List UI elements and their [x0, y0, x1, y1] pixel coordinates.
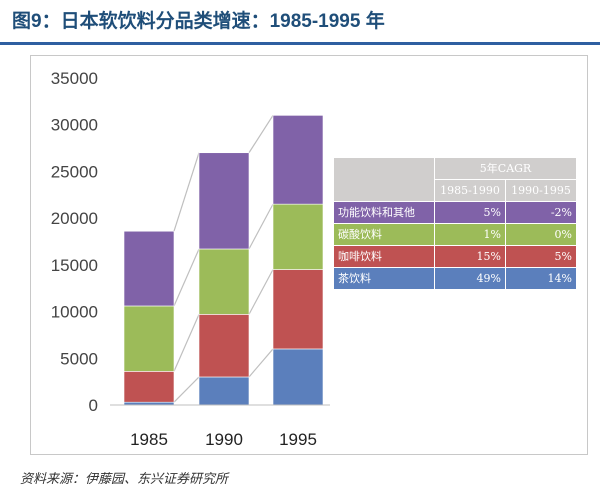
y-tick-label: 5000: [60, 349, 98, 368]
cagr-value: 49%: [434, 267, 506, 290]
cagr-table-header: 5年CAGR: [434, 157, 577, 180]
connector-line: [248, 269, 274, 315]
cagr-period-1: 1985-1990: [434, 179, 506, 202]
bar-segment: [272, 203, 324, 270]
x-category-label: 1985: [130, 430, 168, 449]
connector-line: [173, 152, 200, 232]
bar-segment: [272, 269, 324, 350]
connector-line: [248, 203, 274, 250]
cagr-value: 15%: [434, 245, 506, 268]
cagr-table-corner: [333, 157, 435, 202]
connector-line: [173, 376, 200, 403]
cagr-table: 5年CAGR 1985-1990 1990-1995 功能饮料和其他 5% -2% 碳…: [333, 157, 577, 290]
cagr-row-name: 茶饮料: [333, 267, 435, 290]
chart-title: 图9：日本软饮料分品类增速：1985-1995 年: [12, 11, 385, 32]
x-axis: 1985 1990 1995: [110, 404, 330, 449]
x-category-label: 1995: [279, 430, 317, 449]
bar-segment: [198, 248, 250, 315]
cagr-value: 14%: [505, 267, 577, 290]
cagr-value: 0%: [505, 223, 577, 246]
y-tick-label: 30000: [51, 116, 98, 135]
cagr-table-body: 功能饮料和其他 5% -2% 碳酸饮料 1% 0% 咖啡饮料 15% 5% 茶饮料 49% 14%: [333, 201, 577, 290]
cagr-row-name: 咖啡饮料: [333, 245, 435, 268]
x-category-label: 1990: [205, 430, 243, 449]
cagr-row-name: 碳酸饮料: [333, 223, 435, 246]
connector-line: [248, 348, 274, 378]
cagr-value: 1%: [434, 223, 506, 246]
y-tick-label: 10000: [51, 303, 98, 322]
connector-lines: [173, 115, 274, 403]
bar-segment: [123, 230, 175, 307]
cagr-row: 碳酸饮料 1% 0%: [333, 223, 577, 246]
cagr-value: 5%: [434, 201, 506, 224]
bar-segment: [272, 115, 324, 205]
title-rule: [0, 42, 600, 45]
cagr-value: -2%: [505, 201, 577, 224]
bar-segment: [198, 376, 250, 406]
bar-segment: [123, 371, 175, 403]
bar-segment: [198, 314, 250, 378]
bar-segment: [198, 152, 250, 250]
cagr-row-name: 功能饮料和其他: [333, 201, 435, 224]
source-note: 资料来源：伊藤园、东兴证券研究所: [20, 472, 229, 487]
connector-line: [248, 115, 274, 154]
y-tick-label: 15000: [51, 256, 98, 275]
y-tick-label: 25000: [51, 162, 98, 181]
bars: [123, 115, 324, 406]
cagr-row: 茶饮料 49% 14%: [333, 267, 577, 290]
y-tick-label: 35000: [51, 69, 98, 88]
bar-segment: [123, 305, 175, 372]
bar-segment: [272, 348, 324, 406]
y-tick-label: 0: [89, 396, 98, 415]
cagr-period-2: 1990-1995: [505, 179, 577, 202]
cagr-row: 功能饮料和其他 5% -2%: [333, 201, 577, 224]
connector-line: [173, 314, 200, 372]
y-tick-label: 20000: [51, 209, 98, 228]
y-axis: 0 5000 10000 15000 20000 25000 30000 35000: [51, 69, 98, 415]
connector-line: [173, 248, 200, 307]
cagr-row: 咖啡饮料 15% 5%: [333, 245, 577, 268]
cagr-value: 5%: [505, 245, 577, 268]
